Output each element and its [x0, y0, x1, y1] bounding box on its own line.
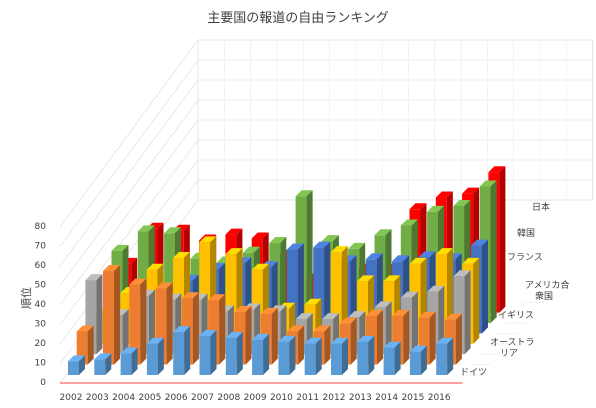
y-tick-label: 20	[35, 339, 47, 349]
bar	[286, 243, 304, 334]
series-label: アメリカ合衆国	[525, 279, 570, 302]
x-tick-label: 2012	[323, 393, 346, 403]
series-label: ドイツ	[460, 368, 487, 378]
walls	[59, 39, 593, 384]
bar	[85, 274, 103, 355]
x-tick-label: 2016	[428, 393, 451, 403]
y-tick-label: 30	[35, 320, 47, 330]
y-tick-label: 80	[35, 222, 47, 232]
bar	[173, 326, 191, 375]
y-tick-label: 70	[35, 242, 47, 252]
bar	[129, 278, 147, 365]
bar	[155, 282, 173, 365]
bar	[68, 355, 85, 375]
x-tick-label: 2013	[349, 393, 372, 403]
gridline-left	[59, 99, 199, 286]
x-ticks: 2002 2003 2004 2005 2006 2007 2008 2009 2010 2011…	[60, 393, 451, 403]
bar	[357, 335, 375, 375]
y-tick-label: 10	[35, 359, 47, 369]
bar	[304, 337, 322, 375]
series-label: オーストラリア	[490, 337, 535, 359]
x-tick-label: 2002	[60, 393, 83, 403]
y-tick-label: 0	[40, 378, 46, 388]
gridline-left	[59, 39, 199, 228]
x-tick-label: 2010	[270, 393, 293, 403]
bar	[418, 311, 436, 365]
gridline-left	[59, 159, 199, 345]
bar	[409, 345, 427, 375]
x-tick-label: 2006	[165, 393, 188, 403]
gridline-left	[59, 139, 199, 325]
gridline-left	[59, 119, 199, 306]
series-label: イギリス	[498, 310, 534, 321]
y-tick-label: 50	[35, 281, 47, 291]
bar	[383, 341, 401, 375]
series-label: 韓国	[517, 228, 535, 239]
bar	[225, 331, 243, 375]
y-axis-label: 順位	[19, 287, 33, 309]
chart-title: 主要国の報道の自由ランキング	[207, 11, 389, 26]
bar	[146, 337, 164, 375]
y-ticks: 0 10 20 30 40 50 60 70 80	[35, 222, 47, 388]
x-tick-label: 2009	[244, 393, 267, 403]
bar	[392, 309, 410, 365]
series-label: 日本	[532, 201, 550, 213]
gridline-left	[59, 59, 199, 247]
bar	[103, 265, 120, 365]
bar	[436, 337, 454, 375]
bar	[252, 333, 270, 375]
bar	[331, 337, 348, 375]
x-tick-label: 2003	[86, 393, 109, 403]
bar	[94, 353, 112, 375]
x-tick-label: 2008	[217, 393, 240, 403]
series-label: フランス	[507, 252, 543, 263]
bar	[199, 330, 217, 375]
bar	[313, 241, 331, 334]
bar	[120, 347, 138, 375]
x-tick-label: 2011	[296, 393, 319, 403]
bars	[68, 166, 506, 375]
x-tick-label: 2014	[375, 393, 398, 403]
x-tick-label: 2015	[401, 393, 424, 403]
x-tick-label: 2007	[191, 393, 214, 403]
bar	[76, 325, 94, 365]
x-tick-label: 2005	[138, 393, 161, 403]
bar	[278, 335, 296, 375]
x-tick-label: 2004	[112, 393, 135, 403]
y-tick-label: 60	[35, 261, 47, 271]
y-tick-label: 40	[35, 300, 47, 310]
gridline-left	[59, 79, 199, 267]
